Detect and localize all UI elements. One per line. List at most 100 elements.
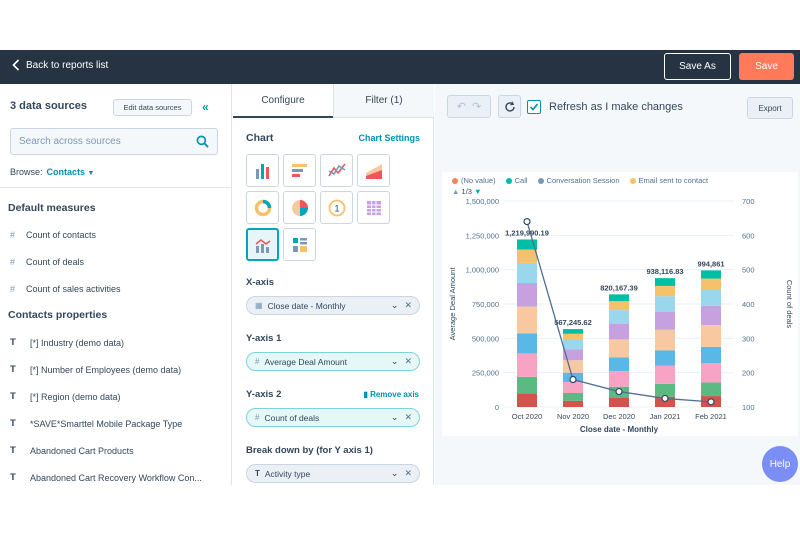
chart-type-combo[interactable] [246, 228, 279, 261]
contacts-properties-heading: Contacts properties [8, 309, 108, 321]
chart-type-pivot[interactable] [283, 228, 316, 261]
save-as-button[interactable]: Save As [664, 53, 731, 80]
chevron-down-icon[interactable]: ⌄ [390, 412, 399, 422]
export-button[interactable]: Export [747, 97, 793, 119]
save-button[interactable]: Save [739, 53, 794, 80]
yaxis2-field[interactable]: # Count of deals ⌄ ✕ [246, 408, 420, 427]
x-tick-label: Nov 2020 [557, 412, 589, 421]
bar-segment [701, 346, 721, 364]
text-type-icon: T [10, 337, 16, 348]
svg-text:1: 1 [334, 203, 339, 213]
refresh-checkbox[interactable] [527, 100, 541, 114]
legend-entry[interactable]: Call [505, 176, 528, 185]
chart-type-donut[interactable] [246, 191, 279, 224]
property-item[interactable]: T Abandoned Cart Recovery Workflow Con... [10, 472, 202, 483]
edit-data-sources-button[interactable]: Edit data sources [113, 99, 192, 116]
chart-type-area[interactable] [357, 154, 390, 187]
legend-entry[interactable]: (No value) [452, 176, 496, 185]
redo-icon[interactable]: ↷ [472, 101, 482, 113]
chart-type-table[interactable] [357, 191, 390, 224]
close-icon[interactable]: ✕ [404, 356, 412, 366]
default-measures-heading: Default measures [8, 202, 96, 214]
bar-segment [563, 333, 583, 341]
chart-type-summary[interactable]: 1 [320, 191, 353, 224]
hash-icon: # [255, 413, 260, 422]
text-type-icon: T [10, 364, 16, 375]
legend-entry[interactable]: Conversation Session [537, 176, 620, 185]
hash-icon: # [10, 257, 16, 267]
tab-configure[interactable]: Configure [233, 84, 333, 118]
search-icon[interactable] [196, 135, 209, 148]
chart-settings-link[interactable]: Chart Settings [358, 133, 420, 143]
x-tick-label: Dec 2020 [603, 412, 635, 421]
yaxis1-label: Y-axis 1 [246, 333, 282, 344]
chart-type-line[interactable] [320, 154, 353, 187]
close-icon[interactable]: ✕ [404, 300, 412, 310]
legend-dot [537, 178, 544, 185]
property-item[interactable]: T *SAVE*Smarttel Mobile Package Type [10, 418, 183, 429]
property-item[interactable]: T [*] Region (demo data) [10, 391, 121, 402]
area-chart-icon [365, 163, 382, 179]
calendar-icon: ▦ [255, 301, 263, 310]
tab-filter[interactable]: Filter (1) [333, 84, 434, 118]
bar-segment [609, 357, 629, 371]
browse-value: Contacts [46, 167, 86, 177]
chart-legend: (No value) Call Conversation Session Ema… [452, 176, 708, 185]
configure-panel: Configure Filter (1) Chart Chart Setting… [233, 84, 434, 485]
property-item[interactable]: T Abandoned Cart Products [10, 445, 134, 456]
yaxis2-label: Y-axis 2 [246, 389, 282, 400]
measure-item[interactable]: # Count of contacts [10, 230, 97, 240]
y2-tick-label: 700 [742, 197, 755, 206]
close-icon[interactable]: ✕ [404, 412, 412, 422]
chart-type-pie[interactable] [283, 191, 316, 224]
chart-type-horizontal-bar[interactable] [283, 154, 316, 187]
breakdown-field[interactable]: T Activity type ⌄ ✕ [246, 464, 420, 483]
help-button[interactable]: Help [762, 446, 798, 482]
close-icon[interactable]: ✕ [404, 468, 412, 478]
bar-segment [563, 340, 583, 350]
x-tick-label: Oct 2020 [512, 412, 542, 421]
bar-segment [609, 370, 629, 387]
y-tick-label: 1,250,000 [466, 231, 499, 240]
bar-segment [517, 249, 537, 263]
xaxis-field[interactable]: ▦ Close date - Monthly ⌄ ✕ [246, 296, 420, 315]
chevron-down-icon[interactable]: ⌄ [390, 468, 399, 478]
measure-item[interactable]: # Count of sales activities [10, 284, 121, 294]
chevron-down-icon[interactable]: ⌄ [390, 356, 399, 366]
caret-up-icon[interactable]: ▲ [452, 187, 460, 196]
caret-down-icon[interactable]: ▼ [474, 187, 482, 196]
xaxis-label: X-axis [246, 277, 274, 288]
line-point [661, 394, 669, 403]
remove-axis-link[interactable]: ▮ Remove axis [363, 390, 419, 399]
property-item[interactable]: T [*] Number of Employees (demo data) [10, 364, 182, 375]
text-type-icon: T [10, 445, 16, 456]
line-chart-icon [327, 163, 346, 176]
back-label: Back to reports list [26, 59, 109, 71]
bar-segment [609, 323, 629, 340]
yaxis1-field[interactable]: # Average Deal Amount ⌄ ✕ [246, 352, 420, 371]
legend-dot [452, 178, 458, 185]
undo-icon[interactable]: ↶ [456, 101, 466, 113]
property-item[interactable]: T [*] Industry (demo data) [10, 337, 125, 348]
y2-tick-label: 300 [742, 334, 755, 343]
bar-segment [609, 310, 629, 324]
browse-selector[interactable]: Browse: Contacts ▼ [10, 167, 94, 177]
y-tick-label: 250,000 [472, 369, 499, 378]
chart-type-vertical-bar[interactable] [246, 154, 279, 187]
refresh-button[interactable] [498, 95, 521, 118]
double-chevron-left-icon[interactable]: « [202, 100, 209, 114]
x-tick-label: Jan 2021 [650, 412, 681, 421]
bar-segment [655, 311, 675, 330]
search-input[interactable] [11, 129, 191, 154]
line-point [707, 398, 715, 406]
y2-tick-label: 400 [742, 300, 755, 309]
bar-segment [563, 360, 583, 373]
legend-entry[interactable]: Email sent to contact [629, 176, 708, 185]
bar-segment [655, 278, 675, 286]
back-to-reports-link[interactable]: Back to reports list [12, 59, 108, 71]
bar-total-label: 567,245.62 [554, 318, 592, 327]
chevron-down-icon[interactable]: ⌄ [390, 300, 399, 310]
measure-item[interactable]: # Count of deals [10, 257, 85, 267]
bar-segment [609, 294, 629, 302]
bar-segment [701, 305, 721, 326]
